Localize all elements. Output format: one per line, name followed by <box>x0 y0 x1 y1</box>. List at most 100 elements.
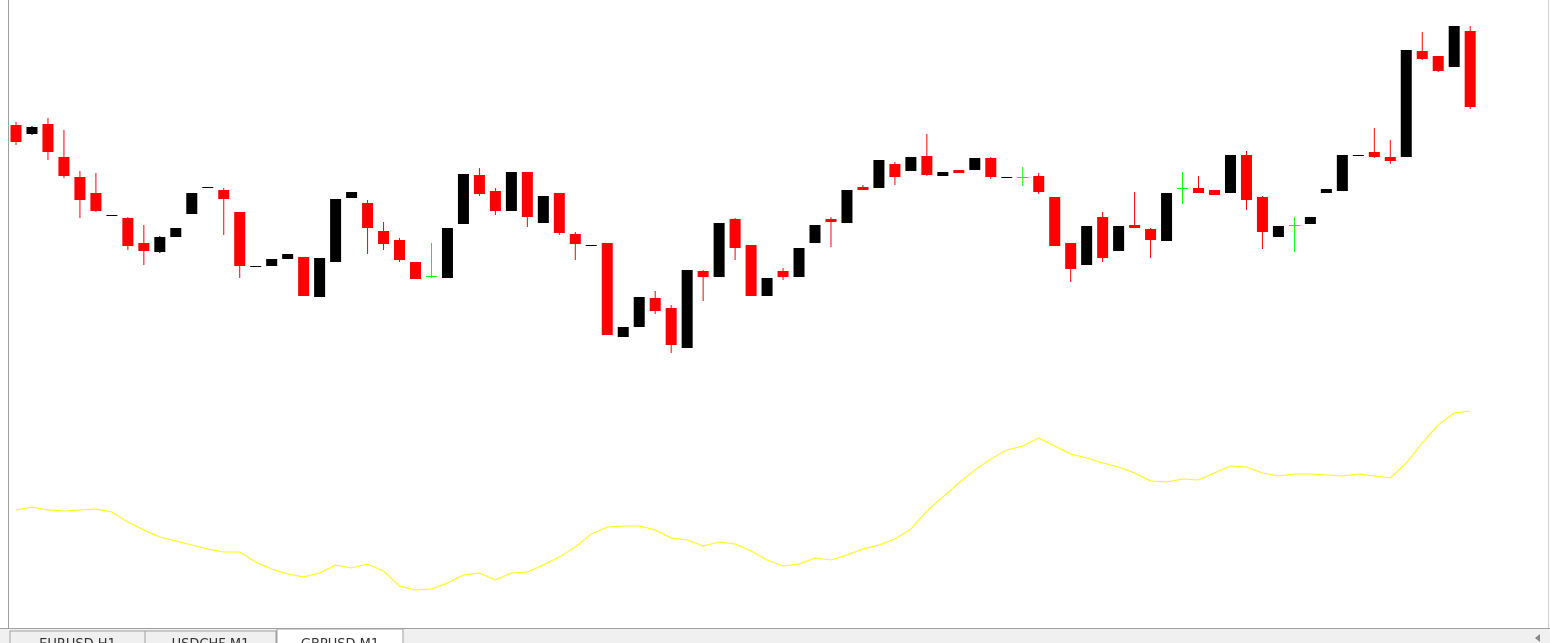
tab[interactable] <box>144 630 277 643</box>
candle-body <box>154 237 166 252</box>
candle-body <box>10 125 22 142</box>
candle-body <box>346 192 358 198</box>
indicator-line <box>15 410 1471 591</box>
scroll-arrow[interactable] <box>1535 634 1540 642</box>
candle-body <box>793 248 805 277</box>
candle-body <box>1416 51 1428 59</box>
candle-body <box>1033 176 1045 192</box>
candle-body <box>1161 193 1173 241</box>
candle-body <box>122 218 134 246</box>
candle-body <box>1352 155 1364 156</box>
candle-body <box>1272 226 1284 237</box>
candle-body <box>905 157 917 171</box>
candle-body <box>1097 217 1109 258</box>
candle-body <box>1448 26 1460 67</box>
active-tab[interactable] <box>276 628 404 643</box>
candle-body <box>697 271 709 277</box>
candle-body <box>106 215 118 216</box>
candle-body <box>1177 188 1189 189</box>
candle-body <box>1001 177 1013 178</box>
candle-body <box>186 193 198 214</box>
candle-body <box>1224 155 1236 193</box>
tab-label[interactable]: USDCHF,M1 <box>172 637 250 643</box>
candle-body <box>505 172 517 211</box>
candle-body <box>601 243 613 335</box>
candle-body <box>1065 243 1077 269</box>
candle-body <box>1320 189 1332 193</box>
candle-body <box>713 223 725 277</box>
candle-body <box>985 158 997 177</box>
tab-label[interactable]: GBPUSD,M1 <box>301 637 379 643</box>
candle-body <box>553 193 565 233</box>
candle-body <box>841 190 853 223</box>
candle-body <box>729 219 741 248</box>
candle-body <box>90 193 102 211</box>
candle-body <box>489 191 501 211</box>
candle-body <box>1081 226 1093 265</box>
candle-body <box>362 203 374 228</box>
candle-body <box>266 259 278 266</box>
candle-body <box>457 174 469 224</box>
candle-body <box>873 160 885 188</box>
candle-body <box>282 254 294 259</box>
candle-body <box>681 270 693 348</box>
candle-body <box>745 245 757 296</box>
candle-body <box>825 219 837 222</box>
candle-body <box>969 158 981 170</box>
candle-body <box>1336 155 1348 191</box>
candle-body <box>58 157 70 176</box>
candle-body <box>202 187 214 188</box>
candle-body <box>234 212 246 266</box>
candle-body <box>425 276 437 277</box>
candle-body <box>298 257 310 296</box>
candle-body <box>521 172 533 217</box>
candle-body <box>250 266 262 267</box>
tab-strip: EURUSD,H1 USDCHF,M1 GBPUSD,M1 <box>9 628 404 643</box>
candle-body <box>649 298 661 311</box>
candle-body <box>953 170 965 173</box>
candle-body <box>1145 229 1157 240</box>
candle-body <box>633 297 645 327</box>
candle-body <box>1113 226 1125 251</box>
candle-body <box>585 245 597 246</box>
candle-body <box>42 124 54 152</box>
candle-body <box>26 127 38 134</box>
candle-body <box>537 196 549 223</box>
candle-body <box>410 262 421 279</box>
price-chart <box>10 26 1476 591</box>
candle-body <box>937 172 949 176</box>
candle-body <box>138 243 150 251</box>
candle-body <box>170 228 182 237</box>
candle-body <box>1256 197 1268 232</box>
candle-body <box>777 271 789 277</box>
candle-body <box>761 278 773 296</box>
candle-body <box>1240 155 1252 200</box>
candle-body <box>1400 50 1412 157</box>
candle-body <box>809 225 821 243</box>
candle-body <box>74 177 86 200</box>
candle-body <box>330 199 342 262</box>
candle-body <box>1288 225 1300 226</box>
tab-label[interactable]: EURUSD,H1 <box>39 637 116 643</box>
candle-body <box>1017 177 1029 178</box>
candle-body <box>665 308 677 345</box>
candle-body <box>1464 31 1476 107</box>
candle-body <box>378 231 390 244</box>
candle-body <box>1384 157 1396 161</box>
candle-body <box>921 156 933 175</box>
candle-body <box>857 187 869 190</box>
candle-body <box>1368 152 1380 157</box>
candle-body <box>1193 188 1205 193</box>
candle-body <box>441 228 453 278</box>
candle-body <box>569 234 581 244</box>
candle-body <box>1304 217 1316 224</box>
candle-body <box>1049 197 1061 246</box>
candle-body <box>889 164 901 177</box>
candle-body <box>1129 225 1141 228</box>
candle-body <box>394 240 406 260</box>
candle-body <box>473 175 485 194</box>
candle-body <box>314 258 326 297</box>
